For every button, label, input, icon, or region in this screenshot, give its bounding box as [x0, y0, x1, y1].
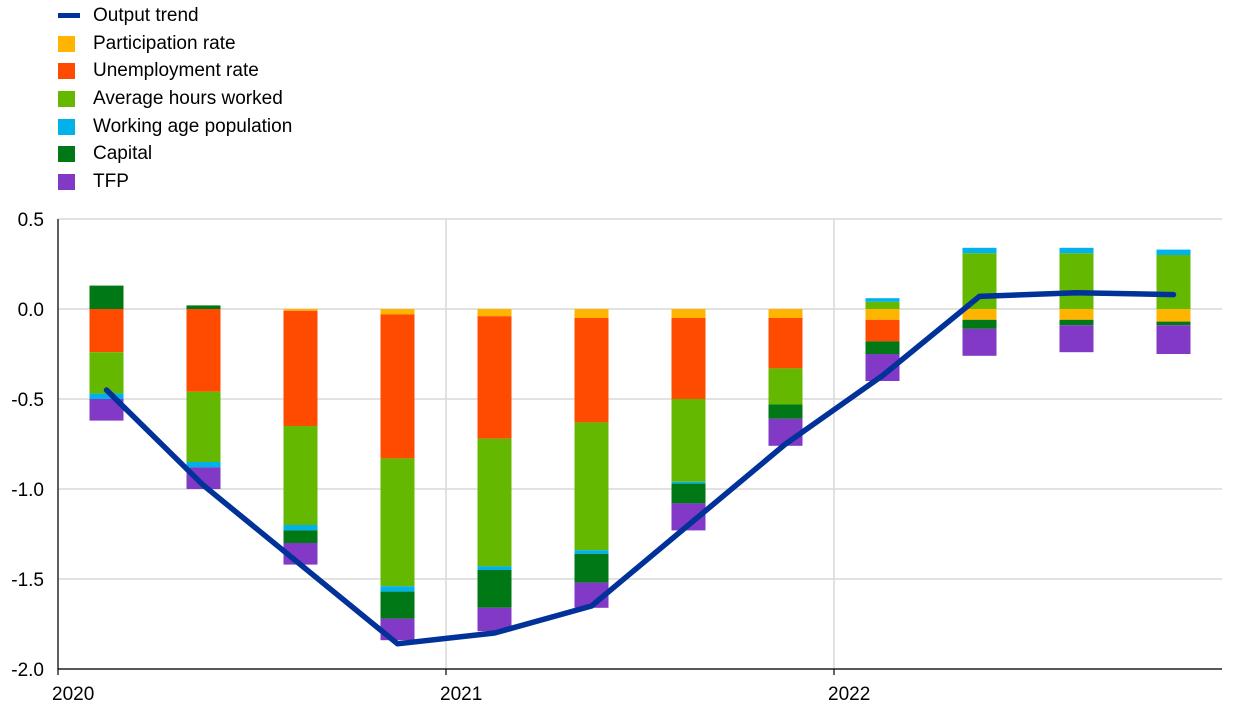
bars: [89, 247, 1191, 641]
bar-working-age-population: [89, 393, 124, 399]
bar-average-hours-worked: [962, 253, 997, 309]
bar-average-hours-worked: [865, 301, 900, 309]
bar-capital: [574, 553, 609, 583]
bar-working-age-population: [865, 298, 900, 302]
legend-label: Unemployment rate: [93, 60, 259, 82]
legend-item-working-age-population: Working age population: [58, 113, 292, 141]
bar-average-hours-worked: [574, 422, 609, 551]
bar-participation-rate: [1059, 309, 1094, 320]
bar-average-hours-worked: [186, 391, 221, 462]
legend-swatch-participation-rate: [58, 35, 75, 52]
bar-participation-rate: [283, 309, 318, 311]
legend-item-output-trend: Output trend: [58, 2, 292, 30]
y-tick-label: -1.0: [11, 480, 44, 501]
bar-average-hours-worked: [768, 368, 803, 405]
bar-capital: [477, 570, 512, 608]
legend-label: Average hours worked: [93, 87, 283, 109]
bar-unemployment-rate: [283, 310, 318, 426]
bar-tfp: [1059, 325, 1094, 353]
legend-swatch-capital: [58, 146, 75, 163]
bar-participation-rate: [962, 309, 997, 320]
legend-label: TFP: [93, 170, 129, 192]
legend-swatch-tfp: [58, 173, 75, 190]
gridlines: [57, 218, 1222, 670]
legend-label: Participation rate: [93, 32, 236, 54]
legend-swatch-working-age-population: [58, 118, 75, 135]
legend-item-average-hours-worked: Average hours worked: [58, 85, 292, 113]
bar-tfp: [186, 467, 221, 489]
legend-item-tfp: TFP: [58, 168, 292, 196]
bar-participation-rate: [671, 309, 706, 318]
bar-unemployment-rate: [768, 318, 803, 369]
bar-capital: [671, 483, 706, 504]
output-trend-line-layer: [103, 290, 1177, 647]
bar-average-hours-worked: [477, 438, 512, 567]
bar-participation-rate: [1156, 309, 1191, 322]
x-tick-label: 2021: [440, 684, 482, 705]
legend-item-participation-rate: Participation rate: [58, 30, 292, 58]
bar-working-age-population: [1156, 249, 1191, 255]
bar-tfp: [477, 607, 512, 632]
bar-participation-rate: [768, 309, 803, 318]
bar-average-hours-worked: [380, 458, 415, 587]
bar-average-hours-worked: [671, 399, 706, 482]
legend-item-unemployment-rate: Unemployment rate: [58, 57, 292, 85]
legend-label: Output trend: [93, 4, 199, 26]
y-tick-label: 0.5: [18, 210, 44, 231]
bar-unemployment-rate: [671, 318, 706, 399]
legend: Output trend Participation rate Unemploy…: [58, 2, 292, 196]
bar-working-age-population: [186, 462, 221, 468]
bar-capital: [1156, 321, 1191, 326]
bar-participation-rate: [477, 309, 512, 317]
bar-working-age-population: [1059, 247, 1094, 254]
x-tick-label: 2020: [52, 684, 94, 705]
x-tick-label: 2022: [828, 684, 870, 705]
legend-label: Working age population: [93, 115, 293, 137]
bar-unemployment-rate: [477, 316, 512, 439]
bar-average-hours-worked: [283, 426, 318, 525]
legend-item-capital: Capital: [58, 140, 292, 168]
bar-working-age-population: [671, 481, 706, 484]
y-tick-label: -1.5: [11, 570, 44, 591]
bar-working-age-population: [962, 247, 997, 254]
bar-tfp: [962, 328, 997, 356]
bar-unemployment-rate: [380, 314, 415, 459]
legend-swatch-average-hours-worked: [58, 90, 75, 107]
bar-capital: [380, 591, 415, 619]
bar-working-age-population: [283, 525, 318, 531]
y-tick-label: 0.0: [18, 300, 44, 321]
bar-capital: [89, 285, 124, 309]
y-tick-label: -2.0: [11, 660, 44, 681]
bar-average-hours-worked: [89, 352, 124, 394]
bar-working-age-population: [380, 586, 415, 592]
legend-label: Capital: [93, 143, 153, 165]
bar-capital: [865, 341, 900, 354]
legend-line-output-trend: [58, 13, 80, 19]
bar-capital: [283, 530, 318, 543]
bar-unemployment-rate: [89, 309, 124, 353]
bar-working-age-population: [477, 566, 512, 570]
y-tick-label: -0.5: [11, 390, 44, 411]
bar-participation-rate: [865, 309, 900, 320]
bar-average-hours-worked: [1156, 255, 1191, 309]
bar-average-hours-worked: [1059, 253, 1094, 309]
bar-capital: [768, 404, 803, 419]
bar-capital: [186, 305, 221, 309]
axes: 0.5 0.0 -0.5 -1.0 -1.5 -2.0 2020 2021 2022: [11, 210, 1222, 705]
bar-unemployment-rate: [186, 309, 221, 392]
bar-capital: [1059, 319, 1094, 326]
bar-unemployment-rate: [865, 319, 900, 342]
bar-tfp: [89, 399, 124, 421]
bar-participation-rate: [380, 309, 415, 315]
bar-working-age-population: [574, 550, 609, 554]
bar-tfp: [1156, 325, 1191, 354]
bar-capital: [962, 319, 997, 329]
bar-unemployment-rate: [574, 318, 609, 423]
output-trend-line: [103, 290, 1177, 647]
bar-participation-rate: [574, 309, 609, 318]
legend-swatch-unemployment-rate: [58, 63, 75, 80]
